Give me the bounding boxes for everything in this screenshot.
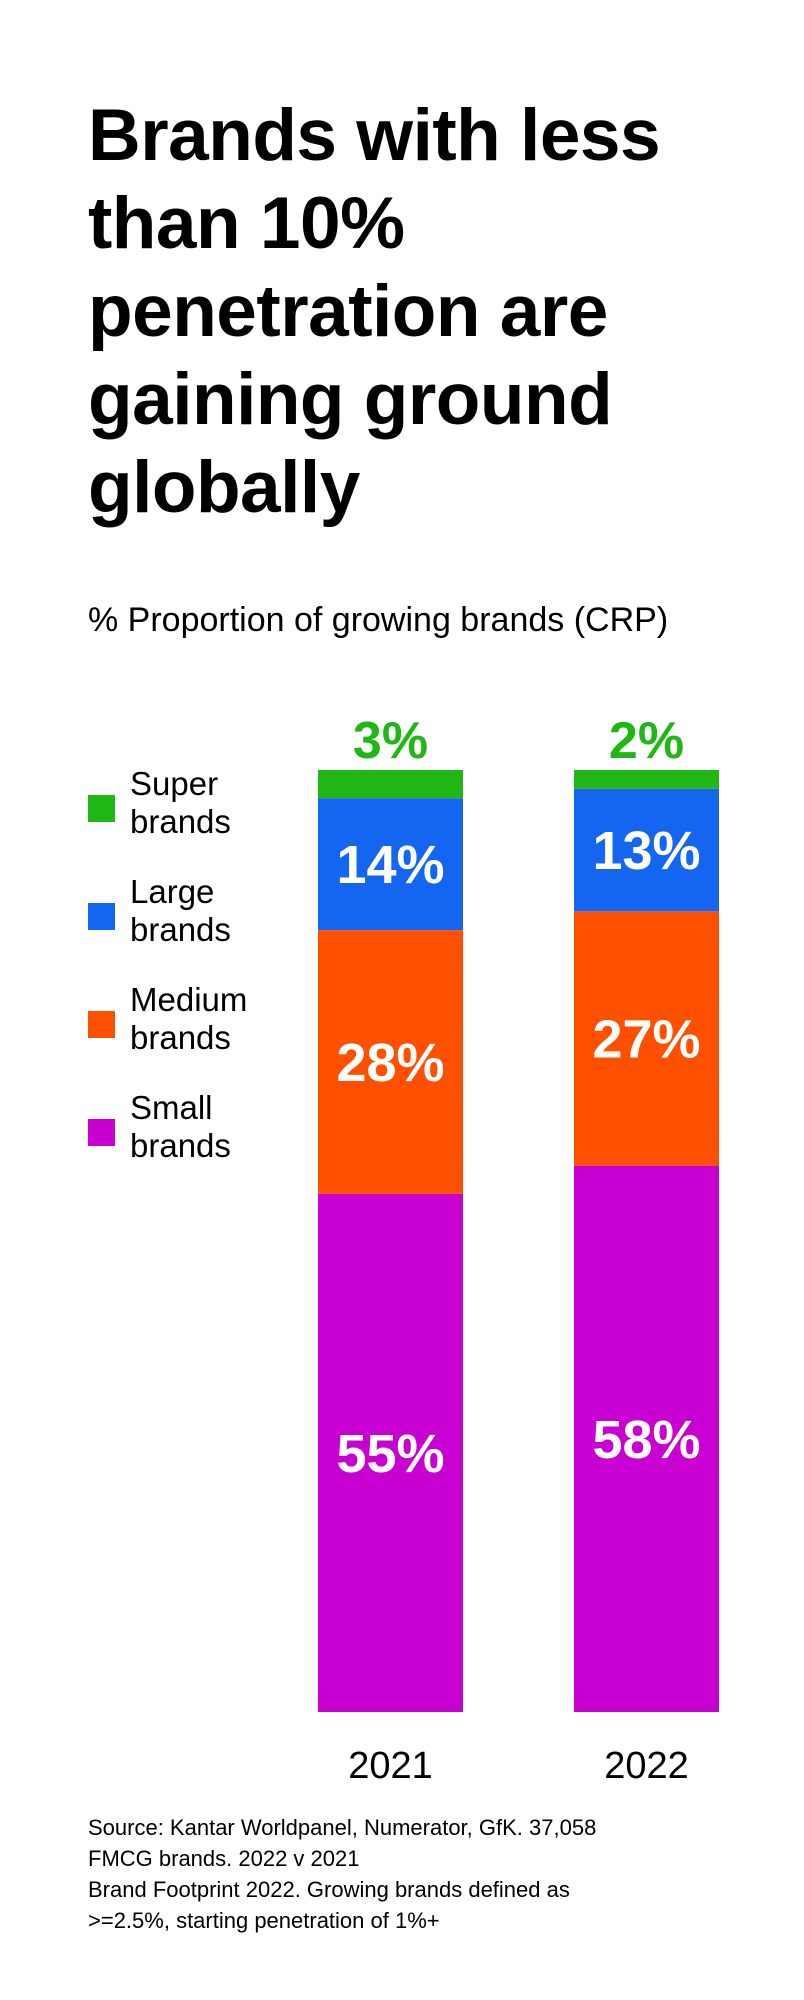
bar-small-brands-2021	[318, 1193, 463, 1712]
data-label-small-brands-2021: 55%	[336, 1424, 444, 1484]
bar-super-brands-2021	[318, 770, 463, 799]
data-label-super-brands-2021: 3%	[353, 712, 428, 770]
x-tick-label-2022: 2022	[604, 1745, 689, 1787]
data-label-small-brands-2022: 58%	[592, 1410, 700, 1470]
bar-medium-brands-2021	[318, 930, 463, 1194]
stacked-bar-chart: 55% 28% 14% 3% 2021 58% 27% 13% 2% 2022	[318, 712, 719, 1787]
legend-label-large: Large brands	[130, 873, 231, 948]
legend-label-medium: Medium brands	[130, 981, 248, 1056]
bar-small-brands-2022	[574, 1165, 719, 1712]
bar-large-brands-2022	[574, 788, 719, 912]
legend-swatch-super	[88, 795, 115, 822]
bar-super-brands-2022	[574, 770, 719, 789]
legend-swatch-medium	[88, 1011, 115, 1038]
legend-item-medium: Medium brands	[88, 981, 308, 1089]
x-tick-label-2021: 2021	[348, 1745, 433, 1787]
data-label-medium-brands-2021: 28%	[336, 1033, 444, 1093]
chart-subtitle: % Proportion of growing brands (CRP)	[88, 601, 669, 639]
legend: Super brands Large brands Medium brands …	[88, 765, 308, 1197]
data-label-large-brands-2022: 13%	[592, 821, 700, 881]
data-label-large-brands-2021: 14%	[336, 835, 444, 895]
legend-item-large: Large brands	[88, 873, 308, 981]
bar-medium-brands-2022	[574, 911, 719, 1166]
data-label-super-brands-2022: 2%	[609, 712, 684, 770]
legend-label-small: Small brands	[130, 1089, 231, 1164]
legend-swatch-large	[88, 903, 115, 930]
legend-item-super: Super brands	[88, 765, 308, 873]
data-label-medium-brands-2022: 27%	[592, 1009, 700, 1069]
bar-large-brands-2021	[318, 798, 463, 931]
legend-item-small: Small brands	[88, 1089, 308, 1197]
legend-swatch-small	[88, 1119, 115, 1146]
chart-title: Brands with less than 10% penetration ar…	[88, 95, 661, 528]
source-note: Source: Kantar Worldpanel, Numerator, Gf…	[88, 1815, 597, 1933]
legend-label-super: Super brands	[130, 765, 231, 840]
